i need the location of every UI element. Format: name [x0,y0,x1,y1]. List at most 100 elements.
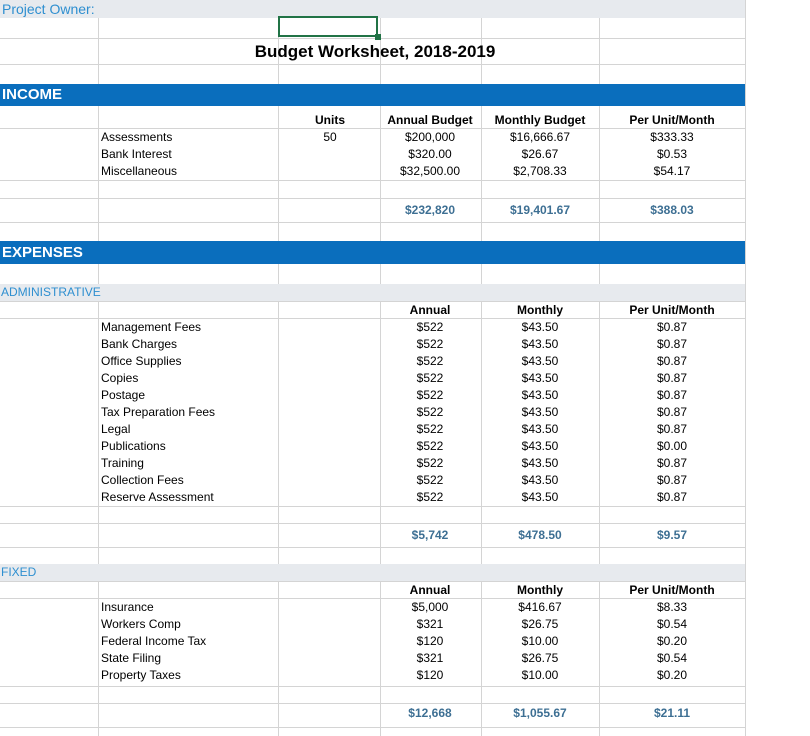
annual-cell: $320.00 [408,147,452,161]
income-total-annual[interactable]: $232,820 [404,203,456,217]
annual-cell: $321 [416,617,444,631]
fixed-rows: Insurance $5,000 $416.67 $8.33 Workers C… [0,599,745,684]
per-unit-cell: $0.87 [656,371,688,385]
per-unit-cell: $0.87 [656,405,688,419]
row-label: State Filing [101,651,162,665]
expenses-section-header: EXPENSES [0,241,745,264]
row-label: Publications [101,439,166,453]
table-row[interactable]: Publications $522 $43.50 $0.00 [0,438,745,455]
monthly-cell: $43.50 [521,320,559,334]
monthly-cell: $26.75 [521,651,559,665]
per-unit-cell: $0.87 [656,388,688,402]
annual-cell: $522 [416,422,444,436]
row-gridline [0,727,745,728]
table-row[interactable]: Insurance $5,000 $416.67 $8.33 [0,599,745,616]
fill-handle[interactable] [375,34,381,40]
table-row[interactable]: Miscellaneous $32,500.00 $2,708.33 $54.1… [0,163,745,180]
row-gridline [0,180,745,181]
table-row[interactable]: Collection Fees $522 $43.50 $0.87 [0,472,745,489]
table-row[interactable]: Office Supplies $522 $43.50 $0.87 [0,353,745,370]
monthly-cell: $10.00 [521,634,559,648]
row-gridline [0,222,745,223]
per-unit-cell: $0.87 [656,320,688,334]
fixed-label: FIXED [1,565,37,579]
row-label: Reserve Assessment [101,490,214,504]
fixed-header-annual: Annual [409,583,451,597]
column-gridline [278,0,279,736]
table-row[interactable]: Training $522 $43.50 $0.87 [0,455,745,472]
row-gridline [0,703,745,704]
fixed-total-per-unit[interactable]: $21.11 [653,706,691,720]
annual-cell: $522 [416,320,444,334]
income-total-monthly[interactable]: $19,401.67 [509,203,571,217]
annual-cell: $522 [416,388,444,402]
row-label: Management Fees [101,320,202,334]
project-owner-row [0,0,745,18]
income-rows: Assessments $200,000 $16,666.67 $333.33 … [0,129,745,180]
income-units-value[interactable]: 50 [323,130,337,144]
admin-total-monthly[interactable]: $478.50 [518,528,562,542]
row-gridline [0,64,745,65]
row-label: Insurance [101,600,154,614]
row-label: Copies [101,371,139,385]
annual-cell: $522 [416,473,444,487]
admin-total-annual[interactable]: $5,742 [411,528,449,542]
expenses-section-label: EXPENSES [2,244,83,261]
per-unit-cell: $0.87 [656,337,688,351]
row-label: Assessments [101,130,173,144]
row-label: Bank Charges [101,337,178,351]
per-unit-cell: $0.87 [656,354,688,368]
table-row[interactable]: Bank Interest $320.00 $26.67 $0.53 [0,146,745,163]
table-row[interactable]: Federal Income Tax $120 $10.00 $0.20 [0,633,745,650]
monthly-cell: $43.50 [521,388,559,402]
row-gridline [0,198,745,199]
monthly-cell: $43.50 [521,439,559,453]
column-gridline [481,0,482,736]
monthly-cell: $43.50 [521,371,559,385]
table-row[interactable]: Assessments $200,000 $16,666.67 $333.33 [0,129,745,146]
annual-cell: $522 [416,456,444,470]
fixed-header-monthly: Monthly [517,583,563,597]
table-row[interactable]: Copies $522 $43.50 $0.87 [0,370,745,387]
monthly-cell: $43.50 [521,473,559,487]
row-gridline [0,547,745,548]
table-row[interactable]: Postage $522 $43.50 $0.87 [0,387,745,404]
admin-total-per-unit[interactable]: $9.57 [656,528,688,542]
per-unit-cell: $54.17 [653,164,691,178]
project-owner-label: Project Owner: [2,1,95,17]
fixed-total-monthly[interactable]: $1,055.67 [513,706,567,720]
monthly-cell: $43.50 [521,337,559,351]
row-label: Legal [101,422,131,436]
row-label: Training [101,456,144,470]
income-section-header: INCOME [0,84,745,106]
annual-cell: $32,500.00 [399,164,461,178]
table-row[interactable]: Tax Preparation Fees $522 $43.50 $0.87 [0,404,745,421]
column-gridline [745,0,746,736]
table-row[interactable]: Reserve Assessment $522 $43.50 $0.87 [0,489,745,506]
row-gridline [0,506,745,507]
selected-cell[interactable] [278,16,378,37]
annual-cell: $522 [416,337,444,351]
annual-cell: $522 [416,439,444,453]
per-unit-cell: $333.33 [650,130,694,144]
annual-cell: $120 [416,668,444,682]
admin-header-annual: Annual [409,303,451,317]
table-row[interactable]: Bank Charges $522 $43.50 $0.87 [0,336,745,353]
row-label: Workers Comp [101,617,181,631]
page-title: Budget Worksheet, 2018-2019 [254,42,496,61]
table-row[interactable]: Legal $522 $43.50 $0.87 [0,421,745,438]
annual-cell: $522 [416,371,444,385]
income-total-per-unit[interactable]: $388.03 [650,203,694,217]
table-row[interactable]: Management Fees $522 $43.50 $0.87 [0,319,745,336]
row-gridline [0,686,745,687]
per-unit-cell: $0.54 [656,617,688,631]
per-unit-cell: $0.87 [656,456,688,470]
table-row[interactable]: State Filing $321 $26.75 $0.54 [0,650,745,667]
fixed-total-annual[interactable]: $12,668 [408,706,452,720]
per-unit-cell: $0.87 [656,473,688,487]
table-row[interactable]: Property Taxes $120 $10.00 $0.20 [0,667,745,684]
row-gridline [0,38,745,39]
annual-cell: $522 [416,354,444,368]
table-row[interactable]: Workers Comp $321 $26.75 $0.54 [0,616,745,633]
